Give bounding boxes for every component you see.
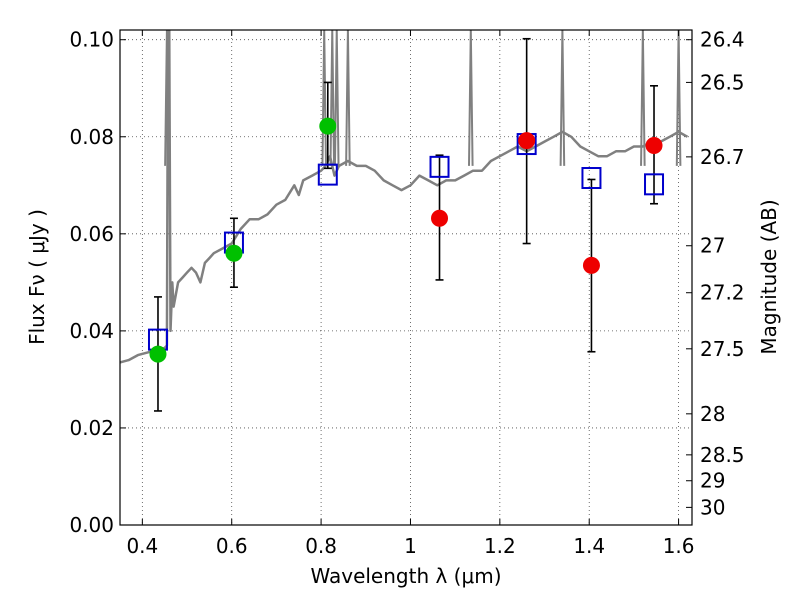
y-tick-label: 0.02 (69, 416, 114, 440)
model-spectrum-spike (559, 30, 566, 166)
right-tick-label: 28 (700, 402, 725, 426)
x-axis-title: Wavelength λ (μm) (310, 564, 501, 588)
right-tick-label: 27 (700, 234, 725, 258)
right-tick-label: 27.2 (700, 281, 745, 305)
y-axis-right-title: Magnitude (AB) (757, 199, 781, 354)
green-data-point (149, 345, 167, 363)
model-spectrum-spike (675, 30, 682, 166)
x-tick-label: 1.6 (663, 534, 695, 558)
model-spectrum-spike (468, 30, 474, 166)
y-tick-label: 0.00 (69, 513, 114, 537)
right-tick-label: 29 (700, 469, 725, 493)
right-tick-label: 30 (700, 495, 725, 519)
x-tick-label: 0.6 (216, 534, 248, 558)
model-spectrum-spike (640, 30, 646, 166)
plot-area (120, 30, 689, 412)
model-photometry-square (429, 155, 450, 178)
model-photometry-square (317, 163, 338, 186)
y-tick-label: 0.08 (69, 125, 114, 149)
y-axis-title: Flux Fν ( μJy ) (25, 209, 49, 345)
x-tick-label: 1.4 (573, 534, 605, 558)
red-data-point (431, 209, 449, 227)
right-tick-label: 26.5 (700, 70, 745, 94)
right-tick-label: 28.5 (700, 443, 745, 467)
x-tick-label: 0.4 (126, 534, 158, 558)
red-data-point (645, 137, 663, 154)
model-spectrum-spike (164, 30, 170, 166)
y-tick-label: 0.10 (69, 28, 114, 52)
red-data-point (518, 132, 536, 150)
right-tick-label: 27.5 (700, 337, 745, 361)
plot-frame (119, 29, 693, 526)
right-tick-label: 26.7 (700, 145, 745, 169)
x-tick-label: 1.2 (484, 534, 516, 558)
model-spectrum-line (120, 30, 689, 364)
red-data-point (582, 256, 600, 274)
x-tick-label: 1 (404, 534, 417, 558)
green-data-point (319, 117, 337, 135)
model-spectrum-spike (333, 30, 340, 166)
x-tick-label: 0.8 (305, 534, 337, 558)
model-photometry-square (581, 167, 602, 190)
green-data-point (225, 244, 243, 262)
y-tick-label: 0.06 (69, 222, 114, 246)
y-tick-label: 0.04 (69, 319, 114, 343)
right-tick-label: 26.4 (700, 28, 745, 52)
model-spectrum-spike (345, 30, 351, 166)
model-photometry-square (644, 173, 665, 196)
axis-layer: 0.4 0.6 0.8 1 1.2 1.4 1.6 0.00 0.02 0.04 0.06 0.08 0… (69, 28, 744, 558)
